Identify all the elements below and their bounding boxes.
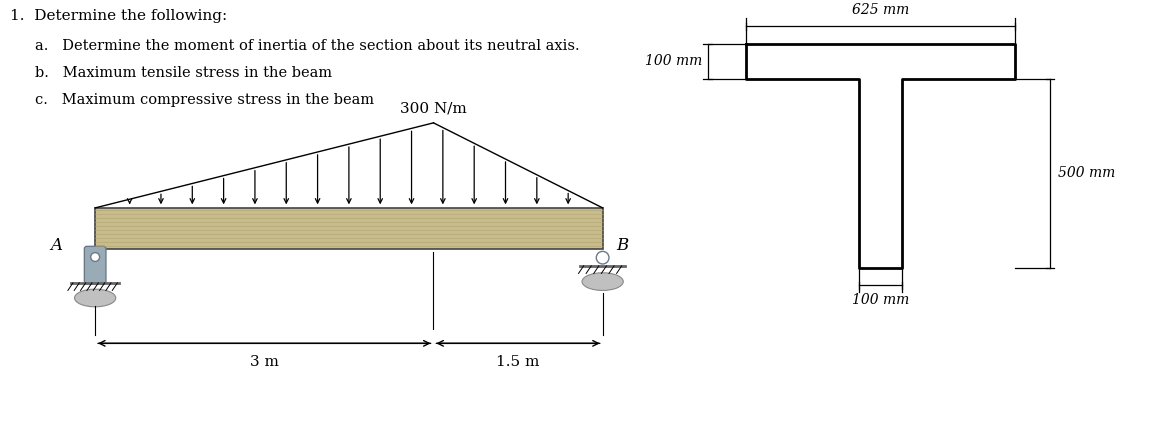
Ellipse shape xyxy=(74,289,116,307)
Text: b.   Maximum tensile stress in the beam: b. Maximum tensile stress in the beam xyxy=(35,66,331,80)
Text: 3 m: 3 m xyxy=(250,355,279,369)
Text: B: B xyxy=(616,237,629,254)
Bar xyxy=(95,208,602,249)
Circle shape xyxy=(91,253,100,262)
Text: a.   Determine the moment of inertia of the section about its neutral axis.: a. Determine the moment of inertia of th… xyxy=(35,39,579,53)
Text: 1.5 m: 1.5 m xyxy=(497,355,540,369)
Text: 625 mm: 625 mm xyxy=(852,3,909,17)
Text: c.   Maximum compressive stress in the beam: c. Maximum compressive stress in the bea… xyxy=(35,93,374,107)
FancyBboxPatch shape xyxy=(85,247,106,284)
Text: A: A xyxy=(50,237,62,254)
Text: 100 mm: 100 mm xyxy=(644,54,702,68)
Text: 100 mm: 100 mm xyxy=(852,293,909,307)
Ellipse shape xyxy=(582,273,623,291)
Text: 500 mm: 500 mm xyxy=(1058,166,1115,180)
Text: 300 N/m: 300 N/m xyxy=(400,101,466,115)
Text: 1.  Determine the following:: 1. Determine the following: xyxy=(9,9,227,23)
Circle shape xyxy=(597,251,609,264)
